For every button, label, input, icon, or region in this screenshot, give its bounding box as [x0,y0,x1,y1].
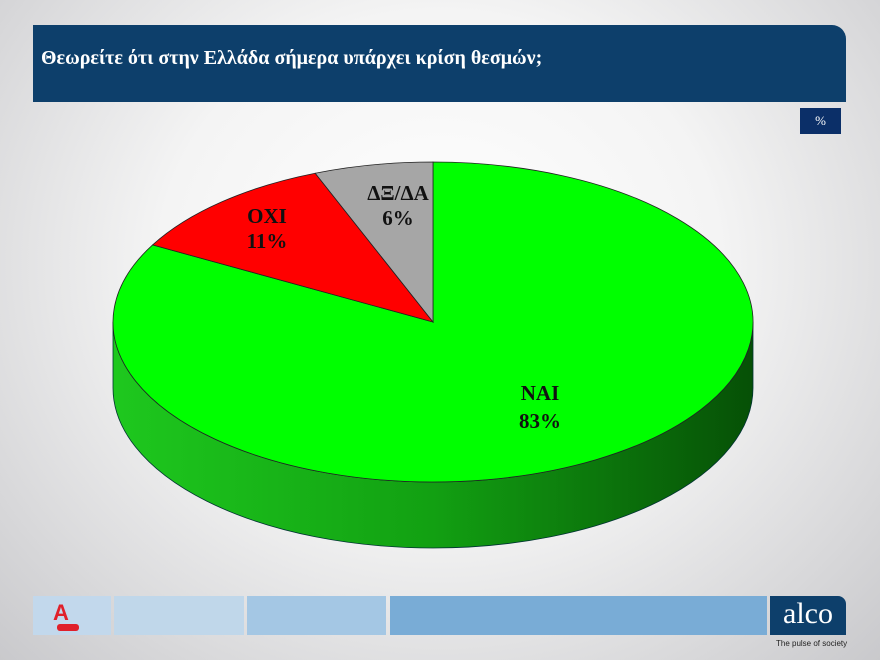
pie-slice-2 [314,161,434,324]
slice-label-nai: ΝΑΙ [521,381,560,405]
alco-logo: alco [770,596,846,635]
slice-value-oxi: 11% [247,229,288,253]
footer-bar-3 [390,596,767,635]
slice-label-oxi: ΟΧΙ [247,204,287,228]
footer-bar-1 [114,596,244,635]
slice-value-dkda: 6% [382,206,414,230]
pie-slice-0 [112,161,754,483]
slice-label-dkda: ΔΞ/ΔΑ [367,181,429,205]
unit-badge: % [800,108,841,134]
chart-title: Θεωρείτε ότι στην Ελλάδα σήμερα υπάρχει … [41,47,543,69]
pie-slice-1 [151,172,435,323]
alco-tagline: The pulse of society [776,639,848,648]
footer-bar-2 [247,596,386,635]
slice-value-nai: 83% [519,409,561,433]
alpha-news-logo: A [33,596,111,635]
title-banner: Θεωρείτε ότι στην Ελλάδα σήμερα υπάρχει … [33,25,846,102]
